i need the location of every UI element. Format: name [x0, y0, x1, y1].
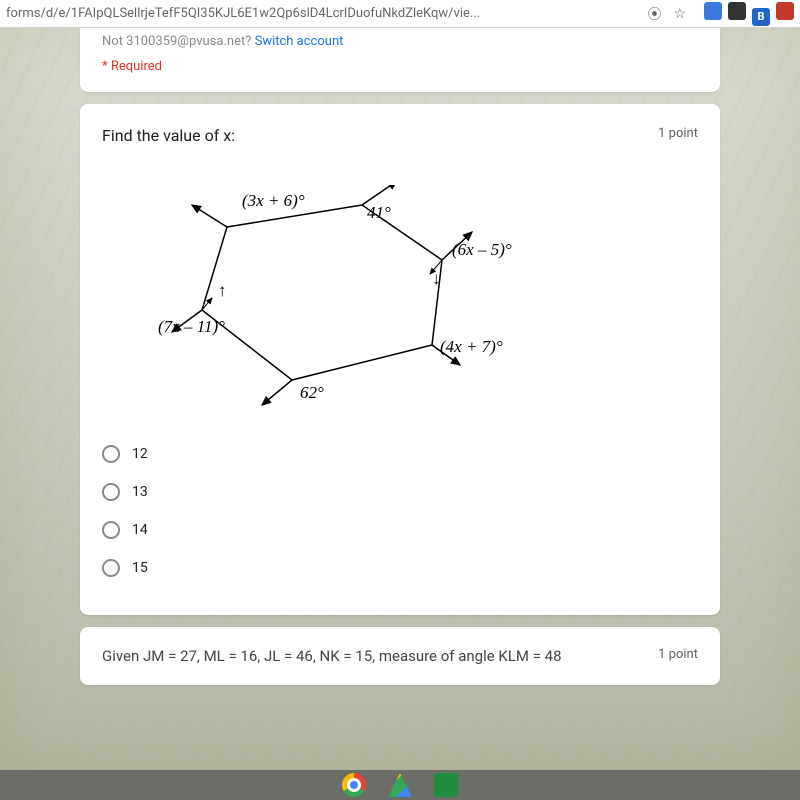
radio-icon[interactable]: [102, 521, 120, 539]
required-note: * Required: [102, 59, 698, 74]
angle-label: ↑: [218, 281, 227, 301]
angle-label: (3x + 6)°: [242, 191, 305, 211]
answer-option[interactable]: 14: [102, 511, 698, 549]
question-card: Find the value of x: 1 point (3x + 6)° 41…: [80, 104, 720, 615]
url-text: forms/d/e/1FAIpQLSellrjeTefF5QI35KJL6E1w…: [6, 6, 647, 21]
classroom-icon[interactable]: [434, 773, 458, 797]
answer-option[interactable]: 13: [102, 473, 698, 511]
account-line: Not 3100359@pvusa.net? Switch account: [102, 34, 698, 49]
radio-icon[interactable]: [102, 483, 120, 501]
option-label: 13: [132, 484, 148, 500]
browser-icon-group: ⦿ ☆ B: [647, 2, 794, 26]
not-account-text: Not 3100359@pvusa.net?: [102, 34, 251, 49]
extension-icon[interactable]: [728, 2, 746, 20]
star-icon[interactable]: ☆: [673, 6, 686, 22]
extension-icon[interactable]: B: [752, 8, 770, 26]
next-question-card: Given JM = 27, ML = 16, JL = 46, NK = 15…: [80, 627, 720, 685]
radio-icon[interactable]: [102, 559, 120, 577]
geometry-diagram: (3x + 6)° 41° (6x – 5)° (7x – 11)° (4x + 7)°…: [152, 185, 552, 425]
next-question-title: Given JM = 27, ML = 16, JL = 46, NK = 15…: [102, 647, 562, 665]
switch-account-link[interactable]: Switch account: [255, 34, 344, 49]
answer-option[interactable]: 15: [102, 549, 698, 587]
angle-label: (6x – 5)°: [452, 240, 512, 260]
angle-label: (7x – 11)°: [158, 317, 225, 337]
answer-options: 12 13 14 15: [102, 435, 698, 587]
form-header-card: Not 3100359@pvusa.net? Switch account * …: [80, 28, 720, 92]
angle-label: ↓: [432, 269, 441, 289]
drive-icon[interactable]: [388, 773, 412, 797]
radio-icon[interactable]: [102, 445, 120, 463]
option-label: 14: [132, 522, 148, 538]
question-title: Find the value of x:: [102, 126, 235, 145]
option-label: 12: [132, 446, 148, 462]
os-taskbar: [0, 770, 800, 800]
answer-option[interactable]: 12: [102, 435, 698, 473]
next-question-points: 1 point: [658, 647, 698, 662]
angle-label: (4x + 7)°: [440, 337, 503, 357]
question-header: Find the value of x: 1 point: [102, 126, 698, 145]
page-body: Not 3100359@pvusa.net? Switch account * …: [0, 28, 800, 770]
polygon-svg: [152, 185, 552, 425]
extension-icon[interactable]: [704, 2, 722, 20]
question-points: 1 point: [658, 126, 698, 141]
angle-label: 41°: [367, 203, 391, 223]
browser-address-bar: forms/d/e/1FAIpQLSellrjeTefF5QI35KJL6E1w…: [0, 0, 800, 28]
chrome-icon[interactable]: [342, 773, 366, 797]
option-label: 15: [132, 560, 148, 576]
angle-label: 62°: [300, 383, 324, 403]
extension-icon[interactable]: [776, 2, 794, 20]
location-icon[interactable]: ⦿: [647, 4, 661, 24]
